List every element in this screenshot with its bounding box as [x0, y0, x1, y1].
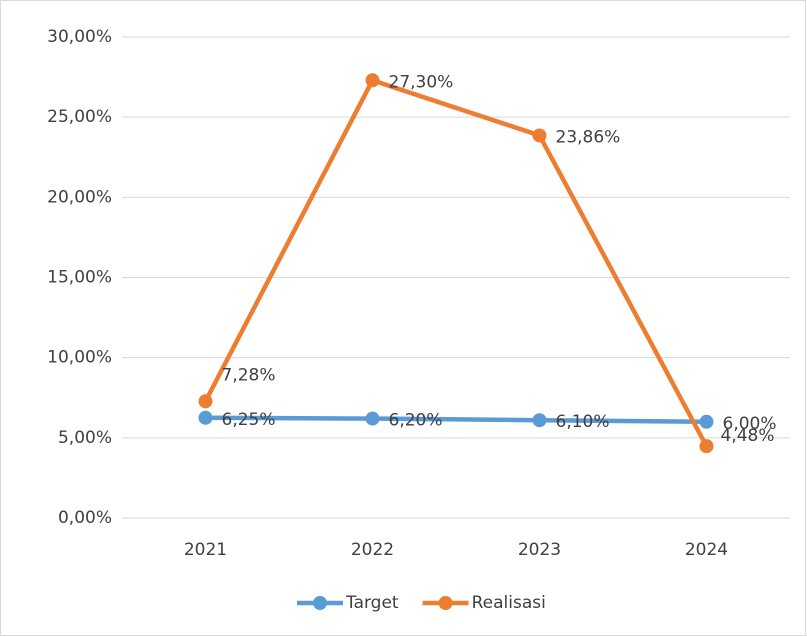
legend-marker: [313, 596, 327, 610]
y-tick-label: 25,00%: [47, 107, 112, 127]
data-label: 6,20%: [389, 411, 443, 431]
point: [365, 73, 380, 88]
legend-label: Target: [345, 593, 399, 613]
series-line: [203, 78, 709, 448]
legend-marker: [438, 596, 453, 610]
y-tick-label: 10,00%: [47, 348, 112, 368]
y-tick-label: 15,00%: [47, 268, 112, 288]
data-label: 6,10%: [556, 412, 610, 432]
point: [198, 410, 213, 425]
y-tick-label: 20,00%: [47, 187, 112, 207]
data-label: 6,00%: [723, 414, 777, 434]
point: [532, 128, 547, 143]
x-tick-label: 2023: [518, 540, 561, 560]
legend-label: Realisasi: [472, 593, 546, 613]
point: [198, 394, 213, 409]
point: [699, 414, 714, 429]
y-tick-label: 30,00%: [47, 27, 112, 47]
data-label: 23,86%: [556, 127, 621, 147]
data-label: 7,28%: [222, 365, 276, 385]
point: [365, 411, 380, 426]
y-tick-label: 5,00%: [58, 428, 112, 448]
data-label: 27,30%: [389, 72, 454, 92]
x-tick-label: 2021: [184, 540, 227, 560]
x-tick-label: 2024: [685, 540, 728, 560]
y-tick-label: 0,00%: [58, 508, 112, 528]
series-line: [205, 415, 707, 425]
point: [532, 413, 547, 428]
data-label: 6,25%: [222, 410, 276, 430]
data-label: 4,48%: [721, 426, 775, 446]
x-tick-label: 2022: [351, 540, 394, 560]
point: [699, 439, 714, 454]
